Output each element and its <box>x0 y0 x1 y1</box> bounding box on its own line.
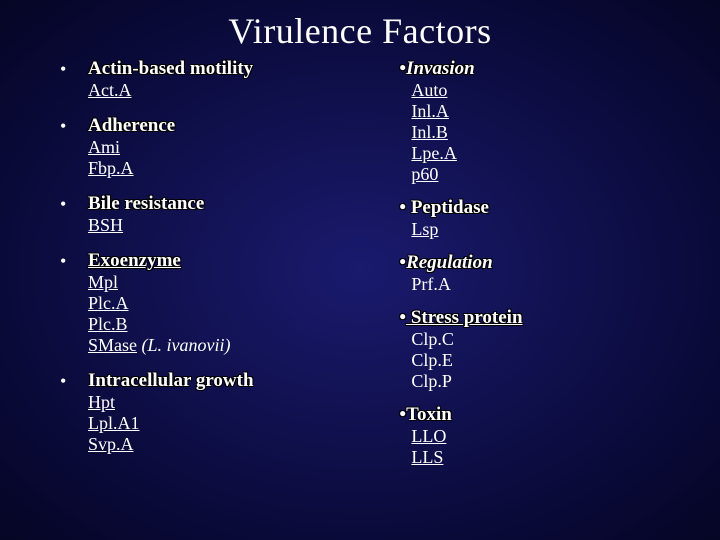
heading: • Peptidase <box>399 197 680 219</box>
list-item: Inl.A <box>411 101 680 122</box>
heading: Exoenzyme <box>88 250 181 272</box>
group-adherence: • Adherence Ami Fbp.A <box>60 115 389 179</box>
bullet-icon: • <box>60 370 88 392</box>
group-toxin: •Toxin LLO LLS <box>399 404 680 468</box>
list-item: Prf.A <box>411 274 680 295</box>
bullet-icon: • <box>60 250 88 272</box>
heading-text: Invasion <box>406 58 475 79</box>
list-item: Inl.B <box>411 122 680 143</box>
list-item: Ami <box>88 137 389 158</box>
list-item: Lsp <box>411 219 680 240</box>
group-peptidase: • Peptidase Lsp <box>399 197 680 240</box>
list-item: Lpe.A <box>411 143 680 164</box>
heading-text: Regulation <box>406 252 493 273</box>
heading: Adherence <box>88 115 175 137</box>
list-item: Fbp.A <box>88 158 389 179</box>
group-bile-resistance: • Bile resistance BSH <box>60 193 389 236</box>
left-column: • Actin-based motility Act.A • Adherence… <box>60 58 389 480</box>
list-item: Clp.P <box>411 371 680 392</box>
heading: Bile resistance <box>88 193 204 215</box>
group-stress-protein: • Stress protein Clp.C Clp.E Clp.P <box>399 307 680 392</box>
list-item: Lpl.A1 <box>88 413 389 434</box>
list-item: Plc.A <box>88 293 389 314</box>
list-item-smase: SMase (L. ivanovii) <box>88 335 389 356</box>
heading-text: Peptidase <box>406 197 489 218</box>
heading: •Toxin <box>399 404 680 426</box>
smase-note: (L. ivanovii) <box>137 335 230 355</box>
list-item: Svp.A <box>88 434 389 455</box>
group-intracellular-growth: • Intracellular growth Hpt Lpl.A1 Svp.A <box>60 370 389 455</box>
heading: Intracellular growth <box>88 370 254 392</box>
group-actin-motility: • Actin-based motility Act.A <box>60 58 389 101</box>
list-item: LLO <box>411 426 680 447</box>
group-invasion: •Invasion Auto Inl.A Inl.B Lpe.A p60 <box>399 58 680 185</box>
smase-prefix: SMase <box>88 335 137 355</box>
list-item: Plc.B <box>88 314 389 335</box>
bullet-icon: • <box>60 115 88 137</box>
heading: • Stress protein <box>399 307 680 329</box>
group-exoenzyme: • Exoenzyme Mpl Plc.A Plc.B SMase (L. iv… <box>60 250 389 356</box>
right-column: •Invasion Auto Inl.A Inl.B Lpe.A p60 • P… <box>389 58 680 480</box>
list-item: Clp.E <box>411 350 680 371</box>
content-columns: • Actin-based motility Act.A • Adherence… <box>0 58 720 480</box>
list-item: Clp.C <box>411 329 680 350</box>
bullet-icon: • <box>60 193 88 215</box>
list-item: Mpl <box>88 272 389 293</box>
list-item: Act.A <box>88 80 389 101</box>
list-item: LLS <box>411 447 680 468</box>
list-item: Auto <box>411 80 680 101</box>
heading: Actin-based motility <box>88 58 253 80</box>
slide: Virulence Factors • Actin-based motility… <box>0 0 720 540</box>
list-item: p60 <box>411 164 680 185</box>
group-regulation: •Regulation Prf.A <box>399 252 680 295</box>
heading-text: Toxin <box>406 404 452 425</box>
heading-text: Stress protein <box>406 307 522 328</box>
list-item: Hpt <box>88 392 389 413</box>
heading: •Regulation <box>399 252 680 274</box>
list-item: BSH <box>88 215 389 236</box>
bullet-icon: • <box>60 58 88 80</box>
slide-title: Virulence Factors <box>0 0 720 58</box>
heading: •Invasion <box>399 58 680 80</box>
